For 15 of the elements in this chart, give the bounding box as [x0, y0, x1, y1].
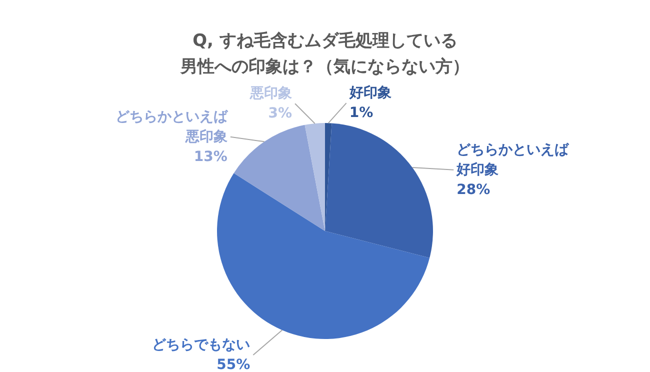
- pie-slice: [234, 124, 325, 231]
- pie-slice: [304, 123, 325, 231]
- slice-label: どちらかといえば悪印象: [115, 108, 228, 145]
- data-label: 28%: [456, 182, 490, 198]
- pie-slice: [325, 123, 433, 258]
- data-label: 13%: [194, 148, 228, 165]
- pie-slice: [217, 173, 430, 339]
- slice-label: どちらかといえば好印象: [456, 142, 570, 178]
- slice-label: 好印象: [348, 85, 392, 102]
- slice-label: 悪印象: [249, 86, 292, 102]
- data-label: 55%: [216, 357, 250, 372]
- data-label: 1%: [349, 105, 374, 122]
- chart-title: Q, すね毛含むムダ毛処理している男性への印象は？（気にならない方）: [180, 31, 470, 78]
- data-label: 3%: [268, 106, 292, 122]
- slice-label: どちらでもない: [152, 337, 250, 353]
